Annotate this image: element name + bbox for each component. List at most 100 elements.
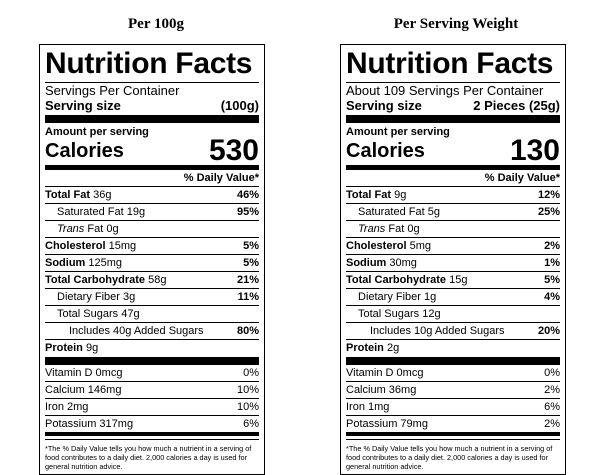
nutrient-amount: 2g	[386, 342, 400, 354]
panel-heading-per-serving: Per Serving Weight	[393, 16, 519, 32]
nutrient-row: Total Carbohydrate 58g 21%	[45, 271, 259, 288]
nutrient-row: Total Fat 36g 46%	[45, 186, 259, 203]
nutrient-daily-value: 21%	[236, 274, 259, 286]
vitamin-label: Iron 1mg	[346, 400, 389, 414]
nutrient-name: Saturated Fat	[57, 206, 124, 218]
nutrient-name-suffix: Fat	[87, 223, 104, 235]
nutrient-amount: 47g	[121, 308, 140, 320]
vitamin-daily-value: 6%	[544, 401, 560, 413]
nutrition-facts-title: Nutrition Facts	[346, 47, 554, 80]
nutrient-label: Protein 2g	[346, 341, 399, 355]
nutrient-label: Includes 10g Added Sugars	[346, 324, 505, 338]
nutrient-row: Dietary Fiber 1g 4%	[346, 288, 560, 305]
nutrient-name: Cholesterol	[45, 240, 106, 252]
nutrition-facts-title: Nutrition Facts	[45, 47, 253, 80]
vitamin-name: Vitamin D	[45, 367, 93, 379]
vitamin-row: Iron 1mg 6%	[346, 398, 560, 415]
nutrient-name: Total Fat	[346, 189, 392, 201]
vitamin-amount: 1mg	[368, 401, 390, 413]
vitamin-row: Vitamin D 0mcg 0%	[346, 365, 560, 381]
nutrient-name: Dietary Fiber	[57, 291, 120, 303]
vitamin-row: Calcium 146mg 10%	[45, 381, 259, 398]
nutrient-daily-value: 1%	[544, 257, 560, 269]
vitamin-daily-value: 0%	[243, 367, 259, 379]
calories-label: Calories	[45, 140, 124, 162]
nutrient-amount: 9g	[394, 189, 407, 201]
vitamin-name: Iron	[346, 401, 365, 413]
nutrient-amount: 36g	[93, 189, 112, 201]
calories-label: Calories	[346, 140, 425, 162]
nutrient-label: Dietary Fiber 3g	[45, 290, 135, 304]
nutrient-row: Sodium 125mg 5%	[45, 254, 259, 271]
vitamin-name: Vitamin D	[346, 367, 394, 379]
vitamin-amount: 0mcg	[95, 367, 123, 379]
nutrient-label: Includes 40g Added Sugars	[45, 324, 204, 338]
vitamin-name: Calcium	[346, 384, 386, 396]
nutrient-list: Total Fat 9g 12% Saturated Fat 5g 25% Trans …	[346, 186, 560, 356]
nutrient-row: Saturated Fat 5g 25%	[346, 203, 560, 220]
nutrient-label: Cholesterol 5mg	[346, 239, 431, 253]
nutrient-amount: 125mg	[88, 257, 123, 269]
nutrient-daily-value: 95%	[236, 206, 259, 218]
vitamin-amount: 79mg	[400, 418, 428, 430]
nutrient-row: Cholesterol 15mg 5%	[45, 237, 259, 254]
vitamin-amount: 317mg	[99, 418, 134, 430]
nutrient-name: Total Carbohydrate	[45, 274, 146, 286]
calories-row: Calories 530	[45, 136, 259, 166]
vitamin-row: Potassium 317mg 6%	[45, 415, 259, 432]
nutrient-row: Total Sugars 12g	[346, 305, 560, 322]
nutrient-daily-value: 11%	[237, 291, 259, 303]
nutrient-label: Total Carbohydrate 15g	[346, 273, 467, 287]
nutrient-list: Total Fat 36g 46% Saturated Fat 19g 95% Tran…	[45, 186, 259, 356]
amount-per-serving: Amount per serving	[346, 126, 450, 138]
nutrient-amount: 30mg	[389, 257, 417, 269]
serving-size: Serving size 2 Pieces (25g)	[346, 98, 560, 113]
nutrient-label: Dietary Fiber 1g	[346, 290, 436, 304]
vitamin-row: Vitamin D 0mcg 0%	[45, 365, 259, 381]
nutrient-label: Protein 9g	[45, 341, 98, 355]
daily-value-header: % Daily Value*	[45, 169, 259, 186]
nutrient-label: Trans Fat 0g	[45, 222, 119, 236]
nutrient-row: Cholesterol 5mg 2%	[346, 237, 560, 254]
vitamin-label: Vitamin D 0mcg	[346, 366, 423, 380]
nutrient-name: Includes 10g Added Sugars	[370, 325, 505, 337]
vitamin-label: Calcium 146mg	[45, 383, 121, 397]
nutrient-row: Total Sugars 47g	[45, 305, 259, 322]
nutrient-label: Total Fat 36g	[45, 188, 111, 202]
vitamin-label: Vitamin D 0mcg	[45, 366, 122, 380]
nutrition-facts-panel-per-100g: Nutrition Facts Servings Per Container S…	[39, 44, 265, 475]
vitamin-row: Calcium 36mg 2%	[346, 381, 560, 398]
vitamin-daily-value: 0%	[544, 367, 560, 379]
serving-size: Serving size (100g)	[45, 98, 259, 113]
nutrient-daily-value: 2%	[544, 240, 560, 252]
nutrient-amount: 9g	[85, 342, 99, 354]
vitamin-list: Vitamin D 0mcg 0% Calcium 146mg 10% Iron 2mg…	[45, 365, 259, 432]
nutrient-label: Total Carbohydrate 58g	[45, 273, 166, 287]
nutrient-daily-value: 12%	[537, 189, 560, 201]
nutrient-label: Saturated Fat 19g	[45, 205, 145, 219]
vitamin-list: Vitamin D 0mcg 0% Calcium 36mg 2% Iron 1mg 6%…	[346, 365, 560, 432]
servings-per-container: About 109 Servings Per Container	[346, 83, 544, 98]
nutrient-label: Total Fat 9g	[346, 188, 406, 202]
nutrient-amount: 12g	[422, 308, 441, 320]
nutrient-row: Saturated Fat 19g 95%	[45, 203, 259, 220]
nutrient-amount: 15mg	[108, 240, 137, 252]
vitamin-name: Potassium	[346, 418, 398, 430]
vitamin-amount: 36mg	[388, 384, 417, 396]
serving-size-value: 2 Pieces (25g)	[473, 98, 560, 113]
nutrient-daily-value: 5%	[243, 257, 259, 269]
nutrient-row: Dietary Fiber 3g 11%	[45, 288, 259, 305]
nutrient-name: Dietary Fiber	[358, 291, 421, 303]
nutrient-name: Trans	[57, 223, 85, 235]
vitamin-label: Iron 2mg	[45, 400, 88, 414]
nutrient-name: Protein	[45, 342, 83, 354]
nutrient-name: Trans	[358, 223, 386, 235]
nutrient-name: Total Fat	[45, 189, 91, 201]
servings-per-container: Servings Per Container	[45, 83, 180, 98]
nutrient-row: Protein 9g	[45, 339, 259, 356]
nutrient-daily-value: 46%	[236, 189, 259, 201]
serving-size-label: Serving size	[45, 98, 121, 113]
panel-heading-per-100g: Per 100g	[128, 16, 184, 32]
amount-per-serving: Amount per serving	[45, 126, 149, 138]
nutrient-amount: 3g	[123, 291, 136, 303]
